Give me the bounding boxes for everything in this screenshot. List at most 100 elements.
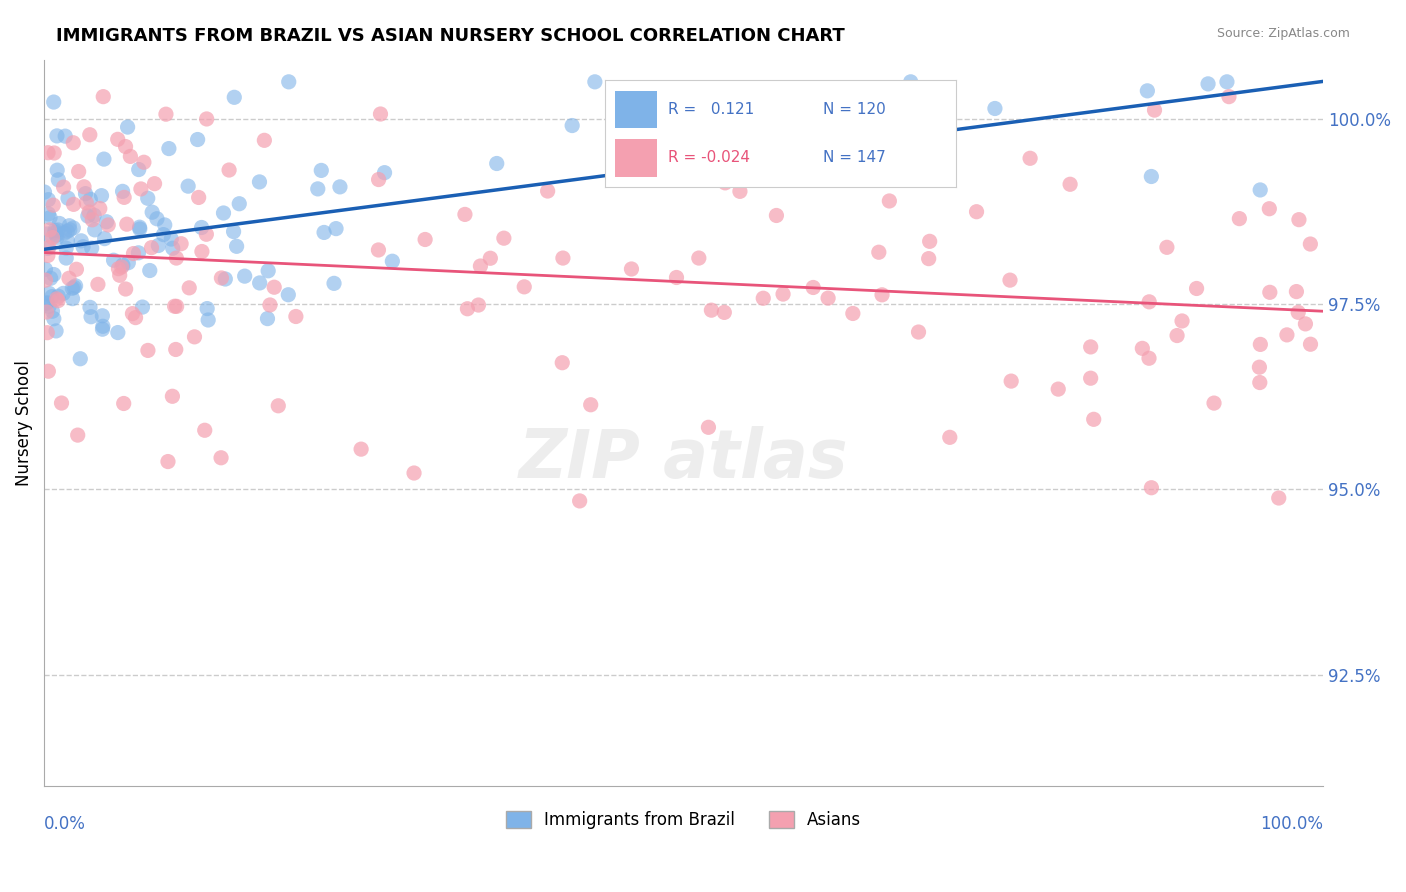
Point (568, 494, 591, 508)
Point (91, 319, 114, 334)
Point (194, 423, 217, 437)
Point (65, 278, 87, 293)
Point (537, 184, 560, 198)
Point (688, 251, 710, 265)
Point (62, 292, 84, 306)
Point (52, 286, 75, 301)
Point (65, 262, 87, 277)
Point (72, 240, 94, 254)
Point (76, 209, 98, 223)
Point (91, 309, 114, 323)
Point (1080, 371, 1102, 385)
Point (37, 207, 59, 221)
Point (90, 188, 112, 202)
Point (37, 145, 59, 160)
Point (157, 142, 180, 156)
Point (233, 269, 256, 284)
Point (41, 290, 63, 304)
Point (1299, 237, 1322, 252)
Point (706, 144, 728, 158)
Point (120, 149, 142, 163)
Point (70, 234, 93, 248)
Point (752, 291, 775, 305)
Point (75, 195, 97, 210)
Point (91, 89, 114, 103)
Point (190, 220, 212, 235)
Point (1130, 342, 1153, 356)
Point (714, 176, 737, 190)
Point (117, 120, 139, 134)
Point (1285, 285, 1308, 299)
Point (583, 75, 606, 89)
Point (325, 221, 347, 235)
Point (148, 238, 170, 252)
Text: R = -0.024: R = -0.024 (668, 150, 749, 165)
Point (665, 270, 688, 285)
Point (966, 204, 988, 219)
Point (37, 364, 59, 378)
Point (162, 241, 184, 255)
Point (165, 251, 187, 265)
Point (713, 305, 735, 319)
Point (62, 197, 84, 211)
Point (454, 207, 477, 221)
Point (370, 107, 392, 121)
Point (1249, 360, 1271, 375)
Point (1083, 412, 1105, 426)
Point (45, 292, 67, 306)
Point (648, 139, 671, 153)
Point (170, 236, 193, 251)
Point (1143, 103, 1166, 117)
Point (402, 466, 425, 480)
Point (1227, 211, 1250, 226)
Point (46, 293, 69, 308)
Point (1197, 77, 1219, 91)
Point (177, 179, 200, 194)
Point (42, 198, 65, 212)
Point (218, 163, 240, 178)
Point (51, 396, 73, 410)
Y-axis label: Nursery School: Nursery School (15, 359, 32, 485)
Point (1299, 337, 1322, 351)
Point (35, 305, 58, 319)
Point (817, 291, 839, 305)
Point (59, 223, 82, 237)
Point (37, 326, 59, 340)
Point (136, 191, 159, 205)
Point (1202, 396, 1225, 410)
Point (228, 196, 250, 211)
Point (367, 172, 389, 186)
Point (79, 301, 101, 315)
Point (96, 215, 118, 229)
Point (139, 263, 162, 277)
Point (551, 251, 574, 265)
Point (122, 246, 145, 260)
Point (367, 243, 389, 257)
Point (38, 240, 60, 254)
Point (53, 129, 76, 144)
Point (249, 175, 271, 189)
Point (1166, 328, 1188, 343)
Point (492, 231, 515, 245)
Point (209, 450, 232, 465)
Point (73, 179, 96, 194)
Point (1047, 382, 1070, 396)
Point (676, 103, 699, 118)
Point (128, 222, 150, 236)
Point (42, 95, 65, 109)
Point (42, 311, 65, 326)
Point (1136, 84, 1159, 98)
Point (56, 191, 79, 205)
Point (66, 428, 89, 442)
Point (621, 153, 644, 167)
Point (114, 139, 136, 153)
Point (62, 136, 84, 150)
Point (48, 217, 70, 231)
Point (1258, 285, 1281, 300)
Legend: Immigrants from Brazil, Asians: Immigrants from Brazil, Asians (499, 804, 868, 836)
Point (456, 301, 478, 316)
Point (1080, 340, 1102, 354)
Point (1294, 317, 1316, 331)
Point (868, 245, 890, 260)
Point (162, 389, 184, 403)
